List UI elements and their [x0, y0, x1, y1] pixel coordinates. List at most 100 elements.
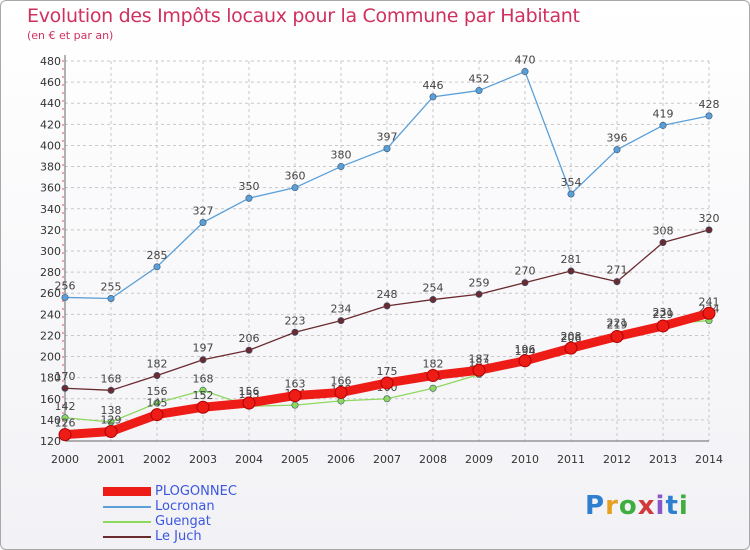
legend-label-locronan: Locronan: [155, 499, 215, 514]
data-point-locronan-2007: [383, 145, 391, 153]
data-label-plogonnec-2014: 241: [699, 295, 720, 308]
data-point-locronan-2014: [705, 112, 713, 120]
y-tick-label-280: 280: [40, 266, 61, 279]
data-label-locronan-2006: 380: [331, 149, 352, 162]
data-point-locronan-2006: [337, 163, 345, 171]
data-label-locronan-2012: 396: [607, 132, 628, 145]
data-point-le-juch-2010: [521, 279, 529, 287]
x-tick-label-2010: 2010: [511, 453, 539, 466]
y-tick-label-120: 120: [40, 435, 61, 448]
data-point-locronan-2003: [199, 219, 207, 227]
data-label-le-juch-2006: 234: [331, 303, 352, 316]
data-point-plogonnec-2010: [518, 354, 532, 368]
data-point-locronan-2008: [429, 93, 437, 101]
data-point-guengat-2003: [199, 386, 207, 394]
data-label-locronan-2010: 470: [515, 54, 536, 67]
data-label-plogonnec-2012: 219: [607, 319, 628, 332]
x-tick-label-2011: 2011: [557, 453, 585, 466]
y-tick-label-180: 180: [40, 372, 61, 385]
data-point-locronan-2001: [107, 294, 115, 302]
legend-swatch-locronan: [103, 506, 151, 508]
legend-label-le-juch: Le Juch: [155, 529, 202, 544]
y-tick-label-160: 160: [40, 393, 61, 406]
data-point-guengat-2002: [153, 399, 161, 407]
x-tick-label-2009: 2009: [465, 453, 493, 466]
data-point-le-juch-2004: [245, 346, 253, 354]
data-label-locronan-2009: 452: [469, 73, 490, 86]
y-tick-label-380: 380: [40, 161, 61, 174]
data-label-locronan-2003: 327: [193, 205, 214, 218]
data-label-plogonnec-2002: 145: [147, 397, 168, 410]
data-point-plogonnec-2006: [334, 385, 348, 399]
data-point-plogonnec-2007: [380, 376, 394, 390]
data-point-le-juch-2003: [199, 356, 207, 364]
data-point-le-juch-2002: [153, 372, 161, 380]
y-tick-label-320: 320: [40, 224, 61, 237]
data-point-plogonnec-2005: [288, 389, 302, 403]
x-tick-label-2005: 2005: [281, 453, 309, 466]
x-tick-label-2004: 2004: [235, 453, 263, 466]
data-point-plogonnec-2013: [656, 319, 670, 333]
data-point-locronan-2002: [153, 263, 161, 271]
y-tick-label-460: 460: [40, 76, 61, 89]
data-label-plogonnec-2006: 166: [331, 374, 352, 387]
data-label-locronan-2005: 360: [285, 170, 306, 183]
data-point-locronan-2012: [613, 146, 621, 154]
x-tick-label-2014: 2014: [695, 453, 723, 466]
data-point-le-juch-2007: [383, 302, 391, 310]
data-label-plogonnec-2008: 182: [423, 358, 444, 371]
x-tick-label-2013: 2013: [649, 453, 677, 466]
data-label-locronan-2002: 285: [147, 249, 168, 262]
x-tick-label-2000: 2000: [51, 453, 79, 466]
data-label-guengat-2000: 142: [55, 400, 76, 413]
data-point-plogonnec-2004: [242, 396, 256, 410]
data-label-guengat-2001: 138: [101, 404, 122, 417]
y-tick-label-240: 240: [40, 308, 61, 321]
y-tick-label-200: 200: [40, 351, 61, 364]
legend-swatch-guengat: [103, 521, 151, 523]
y-tick-label-260: 260: [40, 287, 61, 300]
x-tick-label-2008: 2008: [419, 453, 447, 466]
data-point-plogonnec-2002: [150, 408, 164, 422]
data-point-guengat-2000: [61, 414, 69, 422]
y-tick-label-360: 360: [40, 182, 61, 195]
legend-label-guengat: Guengat: [155, 514, 211, 529]
data-point-plogonnec-2003: [196, 400, 210, 414]
data-label-le-juch-2002: 182: [147, 358, 168, 371]
data-label-plogonnec-2000: 126: [55, 417, 76, 430]
data-label-le-juch-2011: 281: [561, 253, 582, 266]
data-label-guengat-2002: 156: [147, 385, 168, 398]
data-point-locronan-2013: [659, 121, 667, 129]
data-point-plogonnec-2009: [472, 363, 486, 377]
data-label-plogonnec-2013: 229: [653, 308, 674, 321]
data-point-locronan-2004: [245, 194, 253, 202]
data-point-le-juch-2012: [613, 278, 621, 286]
data-label-locronan-2004: 350: [239, 180, 260, 193]
data-label-plogonnec-2010: 196: [515, 343, 536, 356]
data-label-locronan-2007: 397: [377, 131, 398, 144]
data-point-le-juch-2014: [705, 226, 713, 234]
data-point-locronan-2010: [521, 68, 529, 76]
y-tick-label-480: 480: [40, 55, 61, 68]
data-point-guengat-2007: [383, 395, 391, 403]
data-point-le-juch-2006: [337, 317, 345, 325]
data-point-plogonnec-2011: [564, 341, 578, 355]
data-point-le-juch-2000: [61, 384, 69, 392]
chart-subtitle: (en € et par an): [27, 29, 114, 42]
x-tick-label-2003: 2003: [189, 453, 217, 466]
data-label-guengat-2013: 231: [653, 306, 674, 319]
data-point-le-juch-2005: [291, 328, 299, 336]
data-point-plogonnec-2000: [58, 428, 72, 442]
data-label-le-juch-2005: 223: [285, 314, 306, 327]
data-point-locronan-2005: [291, 184, 299, 192]
x-tick-label-2002: 2002: [143, 453, 171, 466]
data-label-le-juch-2001: 168: [101, 372, 122, 385]
data-label-locronan-2008: 446: [423, 79, 444, 92]
data-label-guengat-2010: 194: [515, 345, 536, 358]
data-point-plogonnec-2008: [426, 369, 440, 383]
data-label-guengat-2011: 206: [561, 332, 582, 345]
data-point-plogonnec-2012: [610, 330, 624, 343]
brand-logo: Proxiti: [585, 491, 689, 521]
y-tick-label-140: 140: [40, 414, 61, 427]
